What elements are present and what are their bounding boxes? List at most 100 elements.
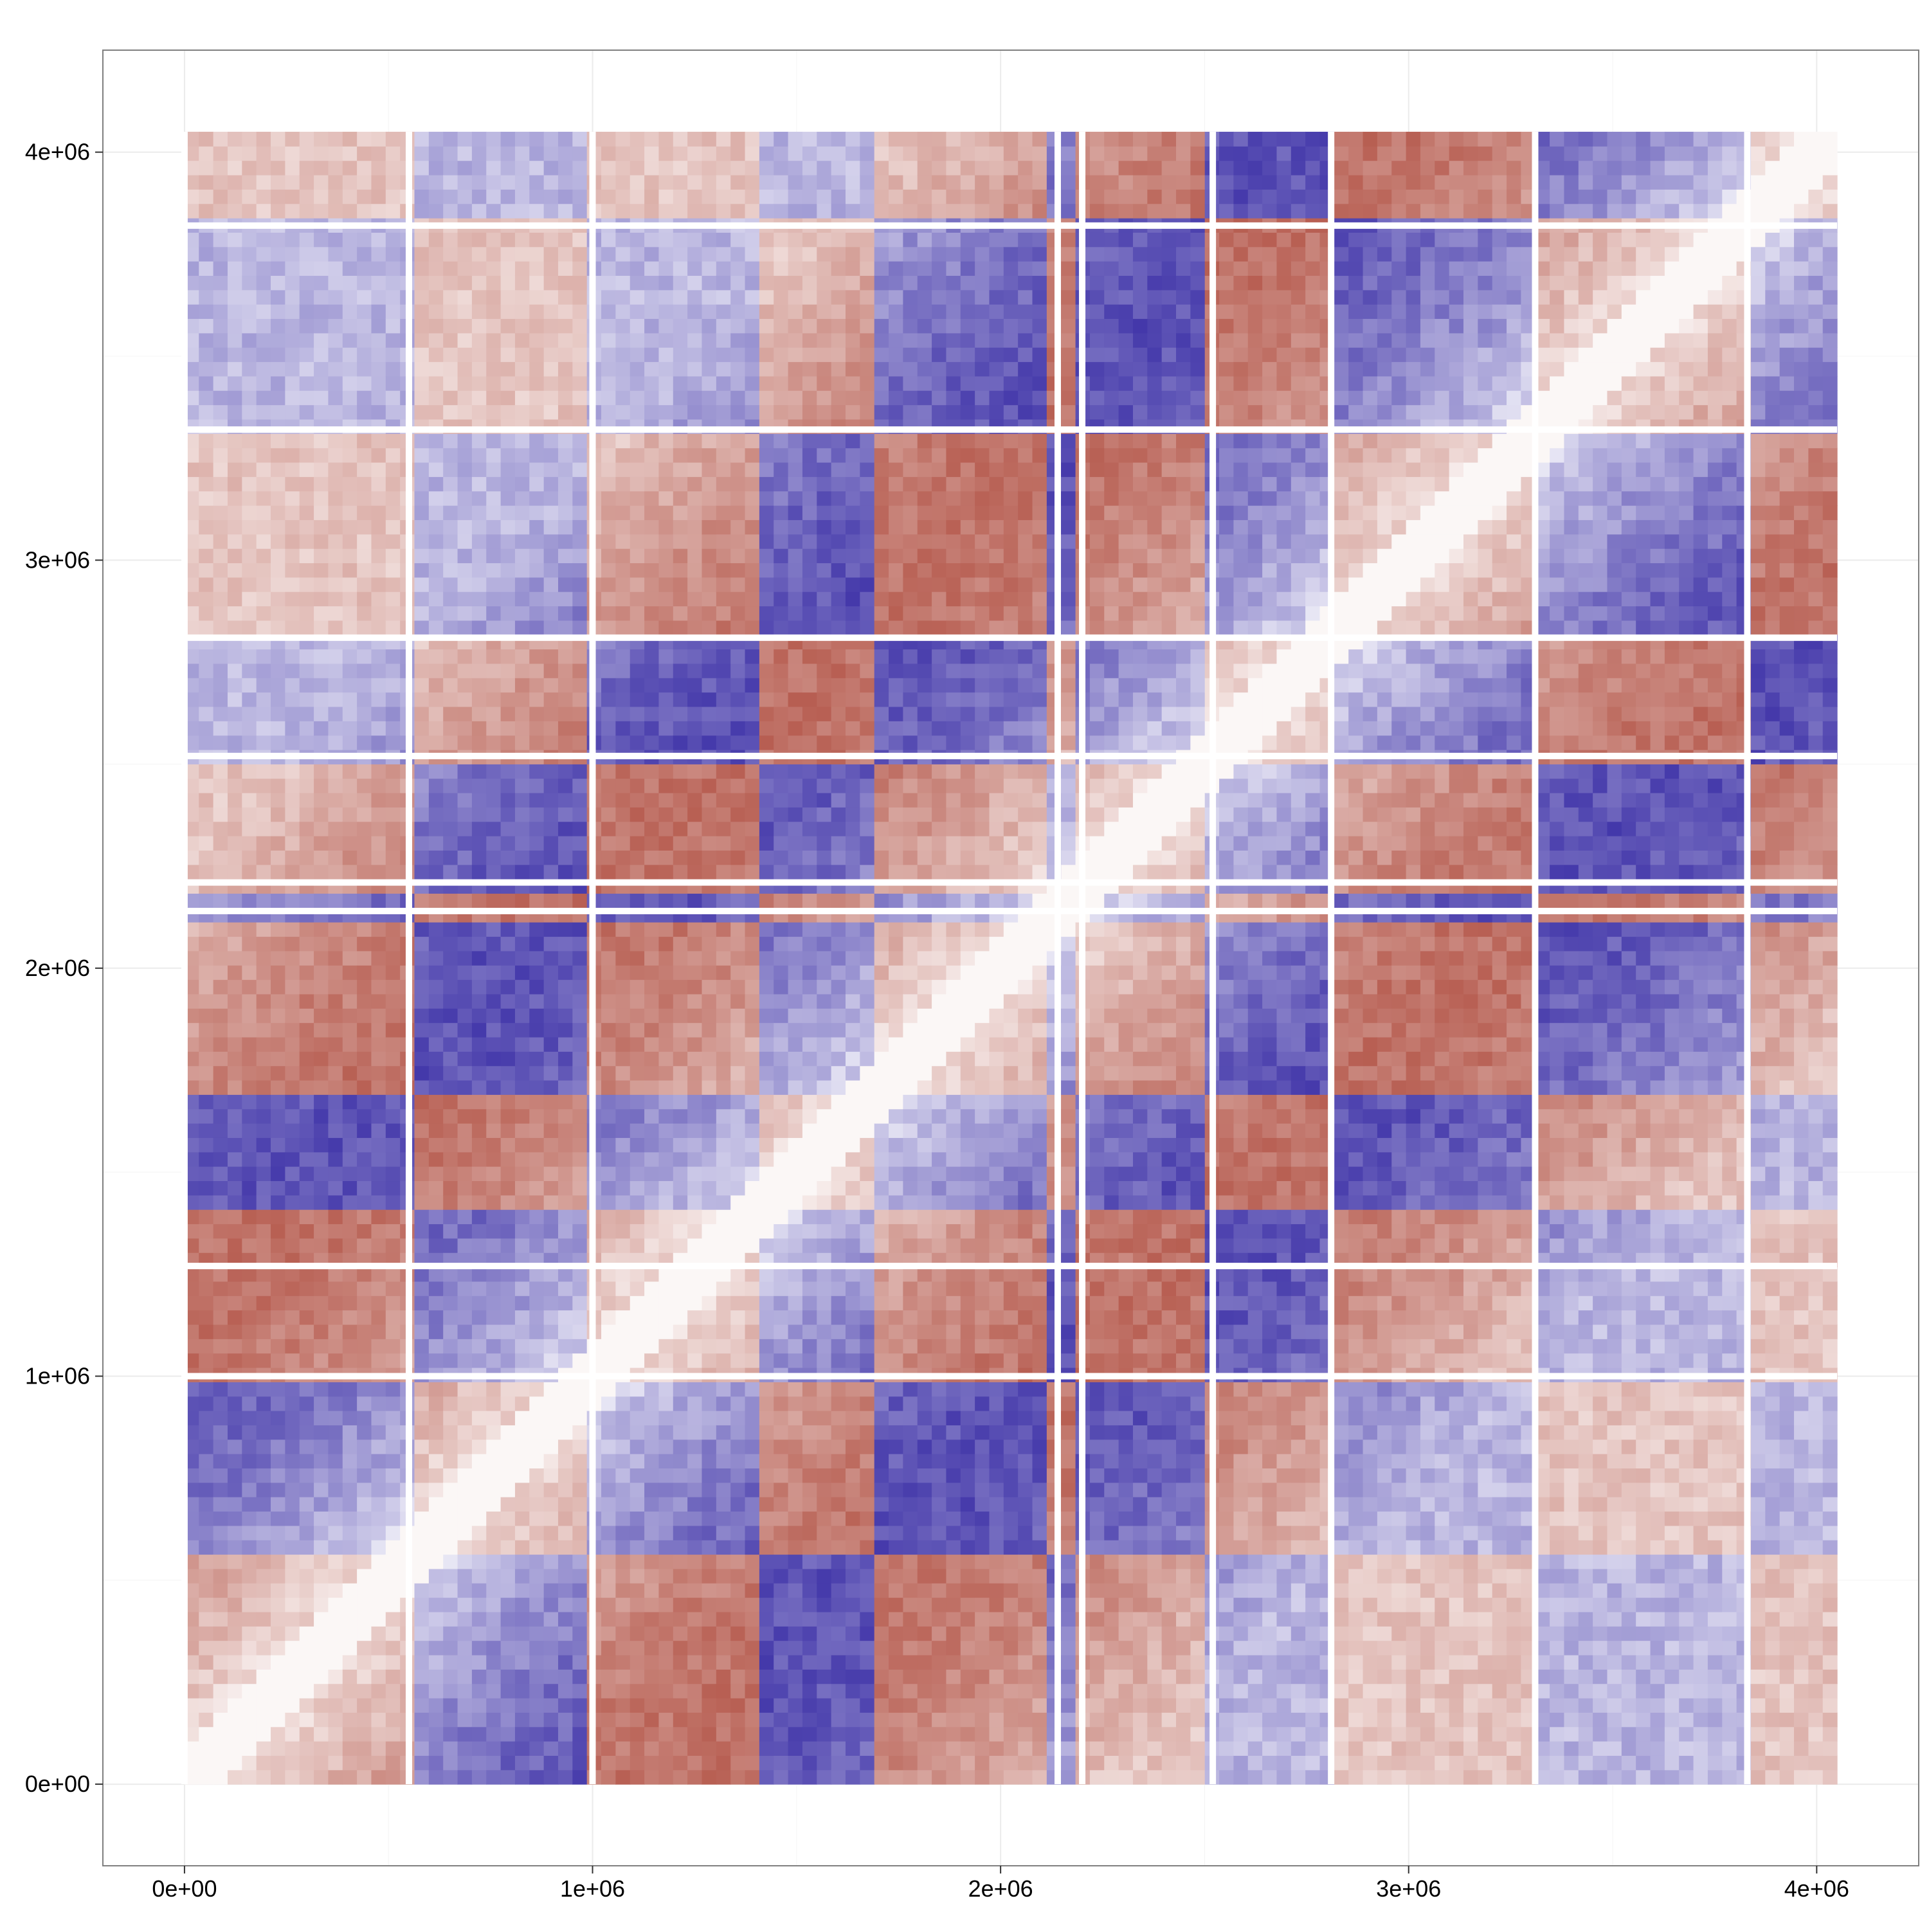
heatmap-cell bbox=[257, 1152, 271, 1167]
heatmap-cell bbox=[472, 707, 487, 721]
heatmap-cell bbox=[501, 1626, 516, 1641]
heatmap-cell bbox=[702, 347, 716, 362]
heatmap-cell bbox=[673, 1540, 688, 1555]
heatmap-cell bbox=[458, 232, 473, 247]
heatmap-cell bbox=[501, 1554, 516, 1569]
heatmap-cell bbox=[774, 1454, 788, 1468]
heatmap-cell bbox=[544, 261, 559, 276]
heatmap-cell bbox=[601, 1554, 616, 1569]
heatmap-cell bbox=[415, 189, 430, 204]
heatmap-cell bbox=[558, 1281, 573, 1296]
heatmap-cell bbox=[199, 175, 213, 190]
heatmap-cell bbox=[774, 1770, 788, 1785]
heatmap-cell bbox=[501, 1324, 516, 1339]
heatmap-cell bbox=[343, 1684, 358, 1699]
heatmap-cell bbox=[630, 204, 645, 219]
heatmap-cell bbox=[558, 318, 573, 333]
heatmap-cell bbox=[788, 1612, 803, 1627]
heatmap-cell bbox=[443, 1583, 458, 1598]
heatmap-cell bbox=[271, 1281, 285, 1296]
heatmap-cell bbox=[673, 922, 688, 937]
heatmap-cell bbox=[730, 1209, 745, 1224]
heatmap-cell bbox=[472, 1712, 487, 1727]
heatmap-cell bbox=[429, 1755, 444, 1770]
heatmap-cell bbox=[443, 491, 458, 506]
heatmap-cell bbox=[644, 764, 659, 779]
heatmap-cell bbox=[443, 1238, 458, 1253]
heatmap-cell bbox=[486, 779, 501, 793]
heatmap-cell bbox=[371, 1770, 386, 1785]
heatmap-cell bbox=[558, 793, 573, 808]
heatmap-cell bbox=[257, 1684, 271, 1699]
heatmap-cell bbox=[774, 1727, 788, 1742]
heatmap-cell bbox=[213, 1066, 228, 1081]
heatmap-cell bbox=[730, 764, 745, 779]
heatmap-cell bbox=[228, 1123, 242, 1138]
heatmap-cell bbox=[673, 1066, 688, 1081]
heatmap-cell bbox=[702, 764, 716, 779]
heatmap-cell bbox=[544, 1037, 559, 1052]
heatmap-cell bbox=[774, 1712, 788, 1727]
heatmap-cell bbox=[745, 1655, 760, 1670]
heatmap-cell bbox=[386, 721, 401, 736]
heatmap-cell bbox=[630, 1023, 645, 1038]
heatmap-cell bbox=[788, 1123, 803, 1138]
heatmap-cell bbox=[458, 548, 473, 563]
heatmap-cell bbox=[242, 1281, 257, 1296]
heatmap-cell bbox=[572, 807, 587, 822]
heatmap-cell bbox=[271, 1324, 285, 1339]
heatmap-cell bbox=[443, 1281, 458, 1296]
heatmap-cell bbox=[716, 1310, 731, 1325]
heatmap-cell bbox=[486, 333, 501, 348]
heatmap-cell bbox=[199, 1612, 213, 1627]
heatmap-cell bbox=[644, 548, 659, 563]
heatmap-cell bbox=[458, 1641, 473, 1656]
heatmap-cell bbox=[601, 606, 616, 620]
heatmap-cell bbox=[687, 1180, 702, 1195]
heatmap-cell bbox=[415, 232, 430, 247]
heatmap-cell bbox=[343, 304, 358, 319]
heatmap-cell bbox=[702, 1741, 716, 1756]
heatmap-cell bbox=[472, 433, 487, 448]
heatmap-cell bbox=[371, 405, 386, 420]
heatmap-cell bbox=[558, 1094, 573, 1109]
heatmap-cell bbox=[730, 333, 745, 348]
heatmap-cell bbox=[328, 1180, 343, 1195]
heatmap-cell bbox=[658, 1080, 673, 1095]
heatmap-cell bbox=[716, 779, 731, 793]
heatmap-cell bbox=[529, 980, 544, 995]
heatmap-cell bbox=[357, 1626, 372, 1641]
heatmap-cell bbox=[357, 736, 372, 750]
heatmap-cell bbox=[314, 1483, 329, 1497]
heatmap-cell bbox=[601, 1310, 616, 1325]
heatmap-cell bbox=[213, 204, 228, 219]
heatmap-cell bbox=[242, 448, 257, 463]
heatmap-cell bbox=[529, 1612, 544, 1627]
heatmap-cell bbox=[529, 161, 544, 176]
heatmap-cell bbox=[529, 1094, 544, 1109]
heatmap-cell bbox=[572, 1626, 587, 1641]
heatmap-cell bbox=[242, 649, 257, 664]
heatmap-cell bbox=[415, 146, 430, 161]
heatmap-cell bbox=[314, 994, 329, 1009]
heatmap-cell bbox=[314, 1051, 329, 1066]
heatmap-cell bbox=[515, 1238, 530, 1253]
heatmap-cell bbox=[572, 1655, 587, 1670]
heatmap-cell bbox=[501, 1598, 516, 1612]
heatmap-cell bbox=[285, 275, 300, 290]
heatmap-cell bbox=[630, 922, 645, 937]
heatmap-cell bbox=[472, 1626, 487, 1641]
heatmap-cell bbox=[501, 563, 516, 577]
heatmap-cell bbox=[213, 261, 228, 276]
heatmap-cell bbox=[357, 836, 372, 851]
heatmap-cell bbox=[730, 965, 745, 980]
heatmap-cell bbox=[529, 965, 544, 980]
heatmap-cell bbox=[386, 1411, 401, 1425]
heatmap-cell bbox=[745, 1669, 760, 1684]
heatmap-cell bbox=[486, 1411, 501, 1425]
heatmap-cell bbox=[486, 951, 501, 966]
heatmap-cell bbox=[630, 1109, 645, 1124]
heatmap-cell bbox=[788, 1755, 803, 1770]
heatmap-cell bbox=[228, 1281, 242, 1296]
heatmap-cell bbox=[501, 1152, 516, 1167]
